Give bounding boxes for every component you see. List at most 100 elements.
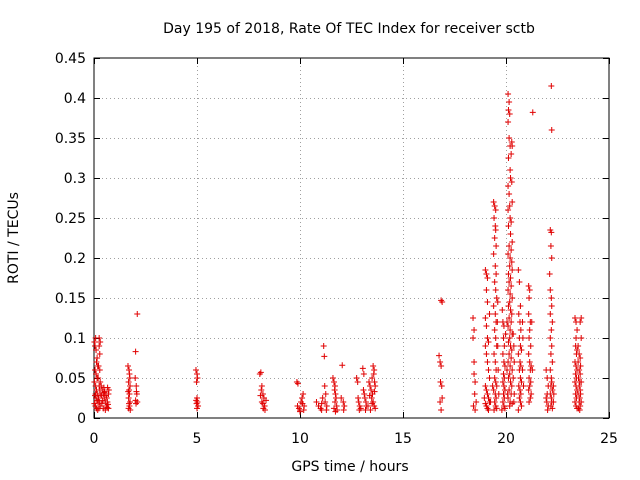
data-point: [506, 279, 513, 285]
data-point: [482, 343, 489, 349]
data-point: [509, 267, 516, 273]
data-point: [525, 283, 532, 289]
data-point: [321, 353, 328, 360]
data-point: [319, 395, 326, 401]
data-point: [192, 367, 199, 373]
data-point: [134, 311, 141, 317]
data-point: [511, 359, 518, 365]
data-point: [506, 371, 513, 377]
data-point: [194, 375, 201, 381]
data-point: [91, 339, 98, 345]
data-point: [91, 379, 98, 385]
data-point: [356, 407, 363, 413]
data-point: [544, 407, 551, 413]
data-point: [132, 375, 139, 381]
data-point: [355, 395, 362, 401]
data-point: [525, 351, 532, 357]
data-point: [506, 243, 513, 249]
data-point: [340, 407, 347, 413]
data-point: [470, 403, 477, 409]
data-point: [527, 379, 534, 385]
data-point: [505, 251, 512, 257]
data-point: [525, 311, 532, 317]
data-point: [263, 397, 270, 404]
data-point: [511, 391, 518, 397]
data-point: [437, 379, 444, 385]
data-point: [509, 295, 516, 301]
data-point: [372, 405, 379, 412]
data-point: [490, 387, 497, 393]
data-point: [507, 175, 514, 181]
data-point: [500, 371, 507, 377]
data-point: [439, 395, 446, 401]
data-point: [97, 379, 104, 385]
data-point: [505, 339, 512, 345]
data-point: [547, 311, 554, 317]
y-tick-label: 0.35: [55, 131, 86, 147]
data-point: [486, 311, 493, 317]
data-point: [367, 407, 374, 413]
data-point: [258, 387, 265, 393]
data-point: [526, 399, 533, 405]
data-point: [370, 371, 377, 377]
data-point: [508, 259, 515, 265]
data-point: [257, 392, 264, 399]
data-point: [439, 299, 446, 305]
data-point: [506, 315, 513, 321]
data-point: [549, 405, 556, 412]
data-point: [506, 111, 513, 117]
data-point: [505, 183, 512, 189]
data-point: [132, 348, 139, 355]
data-point: [361, 395, 368, 401]
data-point: [323, 407, 330, 413]
data-point: [527, 395, 534, 401]
data-point: [493, 243, 500, 249]
data-point: [491, 399, 498, 405]
data-point: [333, 395, 340, 401]
data-point: [515, 407, 522, 413]
data-point: [485, 367, 492, 373]
data-point: [338, 395, 345, 401]
data-point: [510, 331, 517, 337]
data-point: [92, 391, 99, 397]
data-point: [517, 343, 524, 349]
data-point: [483, 323, 490, 329]
data-point: [548, 343, 555, 349]
data-point: [322, 399, 329, 405]
data-point: [438, 363, 445, 369]
y-tick-label: 0.1: [64, 331, 86, 347]
data-point: [322, 391, 329, 397]
data-point: [494, 299, 501, 305]
data-point: [517, 375, 524, 381]
data-point: [133, 388, 140, 395]
data-point: [470, 335, 477, 341]
data-point: [550, 391, 557, 397]
data-point: [491, 215, 498, 221]
data-point: [472, 407, 479, 413]
data-point: [125, 379, 132, 385]
data-points: [91, 83, 585, 415]
data-point: [193, 397, 200, 404]
data-point: [507, 327, 514, 333]
data-point: [492, 263, 499, 269]
data-point: [549, 319, 556, 325]
data-point: [576, 367, 583, 373]
data-point: [101, 389, 108, 396]
data-point: [359, 365, 366, 372]
data-point: [550, 383, 557, 389]
data-point: [507, 215, 514, 221]
data-point: [194, 405, 200, 412]
data-point: [482, 383, 489, 389]
data-point: [507, 275, 514, 281]
data-point: [332, 408, 339, 415]
data-point: [368, 387, 375, 393]
axis-ticks: [94, 58, 610, 419]
data-point: [505, 119, 512, 125]
data-point: [507, 379, 514, 385]
data-point: [577, 371, 584, 377]
data-point: [98, 392, 105, 399]
data-point: [438, 383, 445, 389]
data-point: [471, 359, 478, 365]
data-point: [370, 363, 377, 369]
